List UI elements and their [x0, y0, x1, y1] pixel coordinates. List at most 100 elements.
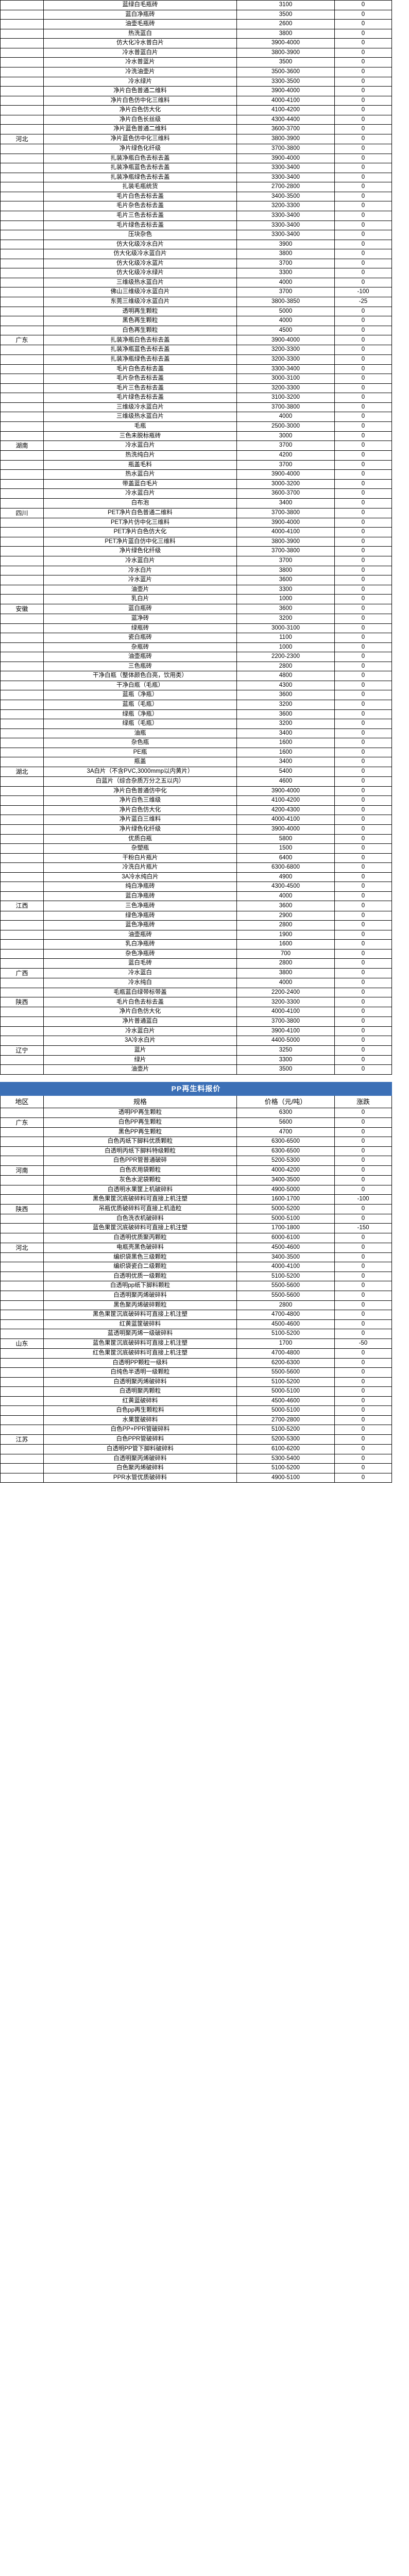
pet-cell-region: 广东	[0, 335, 44, 346]
pet-cell-change: 0	[334, 345, 392, 355]
pet-cell-spec: 冷水蓝白片	[43, 1026, 237, 1037]
pet-cell-spec: 冷水普蓝白片	[43, 47, 237, 58]
pet-cell-region	[0, 920, 44, 930]
pet-cell-change: 0	[334, 163, 392, 173]
pet-cell-region	[0, 210, 44, 221]
pp-cell-region: 陕西	[0, 1204, 44, 1214]
pp-cell-price: 4000-4100	[236, 1262, 335, 1272]
pet-cell-change: 0	[334, 133, 392, 145]
pet-cell-region	[0, 172, 44, 183]
table-row: 杂色瓶 1600 0	[0, 738, 392, 748]
pet-cell-price: 5800	[236, 834, 335, 844]
pp-cell-change: 0	[334, 1281, 392, 1291]
pp-cell-spec: 编织袋瓷白二级颗粒	[43, 1262, 237, 1272]
table-row: 江苏 白色PPR管破碎料 5200-5300 0	[0, 1434, 392, 1445]
table-row: 毛瓶 2500-3000 0	[0, 421, 392, 432]
table-row: 净片白色长丝级 4300-4400 0	[0, 114, 392, 125]
pet-cell-spec: 毛瓶	[43, 421, 237, 432]
pet-cell-price: 4000	[236, 891, 335, 902]
pet-cell-region	[0, 929, 44, 940]
table-row: 毛片三色去标去盖 3300-3400 0	[0, 210, 392, 221]
pp-cell-region	[0, 1405, 44, 1416]
pet-cell-spec: 仿大化级冷水白片	[43, 239, 237, 250]
table-row: 三维级热水蓝白片 4000 0	[0, 277, 392, 288]
pp-cell-change: 0	[334, 1367, 392, 1378]
pet-cell-price: 2600	[236, 19, 335, 29]
pet-cell-change: 0	[334, 1045, 392, 1056]
pet-cell-price: 1100	[236, 633, 335, 643]
pet-cell-change: 0	[334, 862, 392, 873]
pet-cell-change: 0	[334, 929, 392, 940]
table-row: 白色再生颗粒 4500 0	[0, 325, 392, 336]
table-row: 冷水纯白 4000 0	[0, 978, 392, 988]
pet-cell-change: 0	[334, 556, 392, 566]
pet-cell-spec: 毛片绿色去标去盖	[43, 393, 237, 403]
pet-cell-region	[0, 402, 44, 413]
pp-cell-price: 6300-6500	[236, 1146, 335, 1157]
pp-cell-change: 0	[334, 1300, 392, 1311]
pp-cell-price: 5000-5100	[236, 1213, 335, 1224]
pet-cell-spec: 优质白瓶	[43, 834, 237, 844]
table-row: 蓝色净瓶砖 2800 0	[0, 920, 392, 930]
pet-cell-price: 3700-3800	[236, 507, 335, 518]
pet-cell-price: 3700-3800	[236, 1016, 335, 1027]
pp-cell-price: 5500-5600	[236, 1291, 335, 1301]
pet-cell-change: 0	[334, 172, 392, 183]
pet-cell-spec: 蓝绿白毛瓶砖	[43, 0, 237, 10]
pet-cell-region	[0, 958, 44, 969]
pet-cell-price: 3900-4000	[236, 153, 335, 164]
pet-cell-price: 4300-4500	[236, 882, 335, 892]
pp-cell-change: 0	[334, 1329, 392, 1339]
pet-cell-spec: 白布泡	[43, 498, 237, 509]
pet-cell-price: 4900	[236, 872, 335, 883]
pet-cell-change: 0	[334, 354, 392, 365]
pet-cell-region: 河北	[0, 133, 44, 145]
pp-cell-spec: 白色聚丙烯破碎料	[43, 1463, 237, 1473]
table-row: 净片白色仿大化 4100-4200 0	[0, 105, 392, 115]
table-row: 干粉白片瓶片 6400 0	[0, 853, 392, 863]
pp-cell-price: 4900-5100	[236, 1472, 335, 1483]
pet-cell-region	[0, 306, 44, 317]
pet-cell-price: 4300-4400	[236, 114, 335, 125]
pet-cell-change: 0	[334, 584, 392, 595]
pet-cell-price: 3700	[236, 556, 335, 566]
pet-cell-change: 0	[334, 364, 392, 375]
pp-cell-spec: 黑色聚丙烯破碎颗粒	[43, 1300, 237, 1311]
table-row: 透明PP再生颗粒 6300 0	[0, 1107, 392, 1118]
pet-cell-spec: 冷水蓝白片	[43, 440, 237, 451]
pet-cell-region	[0, 709, 44, 720]
pp-cell-change: 0	[334, 1156, 392, 1166]
pp-cell-price: 5100-5200	[236, 1463, 335, 1473]
pp-cell-price: 5200-5300	[236, 1156, 335, 1166]
pet-cell-change: 0	[334, 671, 392, 681]
pp-cell-price: 5000-5100	[236, 1386, 335, 1397]
pet-cell-price: 3900-4000	[236, 469, 335, 480]
pp-cell-change: 0	[334, 1453, 392, 1464]
pp-cell-spec: 水果筐破碎料	[43, 1415, 237, 1426]
table-row: 3A冷水白片 4400-5000 0	[0, 1036, 392, 1046]
pet-cell-region	[0, 374, 44, 384]
table-row: 乳白净瓶砖 1600 0	[0, 939, 392, 950]
pet-cell-change: 0	[334, 517, 392, 528]
pet-cell-spec: 冷水白片	[43, 565, 237, 576]
pet-cell-region	[0, 114, 44, 125]
pp-cell-price: 5200-5300	[236, 1434, 335, 1445]
pet-cell-change: 0	[334, 105, 392, 115]
pp-cell-region	[0, 1194, 44, 1205]
pet-cell-price: 3400	[236, 757, 335, 767]
table-row: 净片白色仿中化三维料 4000-4100 0	[0, 95, 392, 106]
table-row: 白布泡 3400 0	[0, 498, 392, 509]
pp-cell-spec: 透明PP再生颗粒	[43, 1107, 237, 1118]
pp-cell-price: 4700-4800	[236, 1348, 335, 1359]
pp-cell-region	[0, 1223, 44, 1234]
pet-cell-region	[0, 652, 44, 662]
pp-cell-change: 0	[334, 1107, 392, 1118]
pet-cell-region	[0, 393, 44, 403]
pet-cell-change: 0	[334, 910, 392, 921]
table-row: 蓝瓶（净瓶） 3600 0	[0, 690, 392, 701]
pet-cell-region	[0, 565, 44, 576]
table-row: 冷水蓝片 3600 0	[0, 575, 392, 585]
pet-cell-change: 0	[334, 661, 392, 672]
pp-cell-price: 5100-5200	[236, 1271, 335, 1282]
pet-cell-spec: 扎装净瓶绿色去标去盖	[43, 354, 237, 365]
